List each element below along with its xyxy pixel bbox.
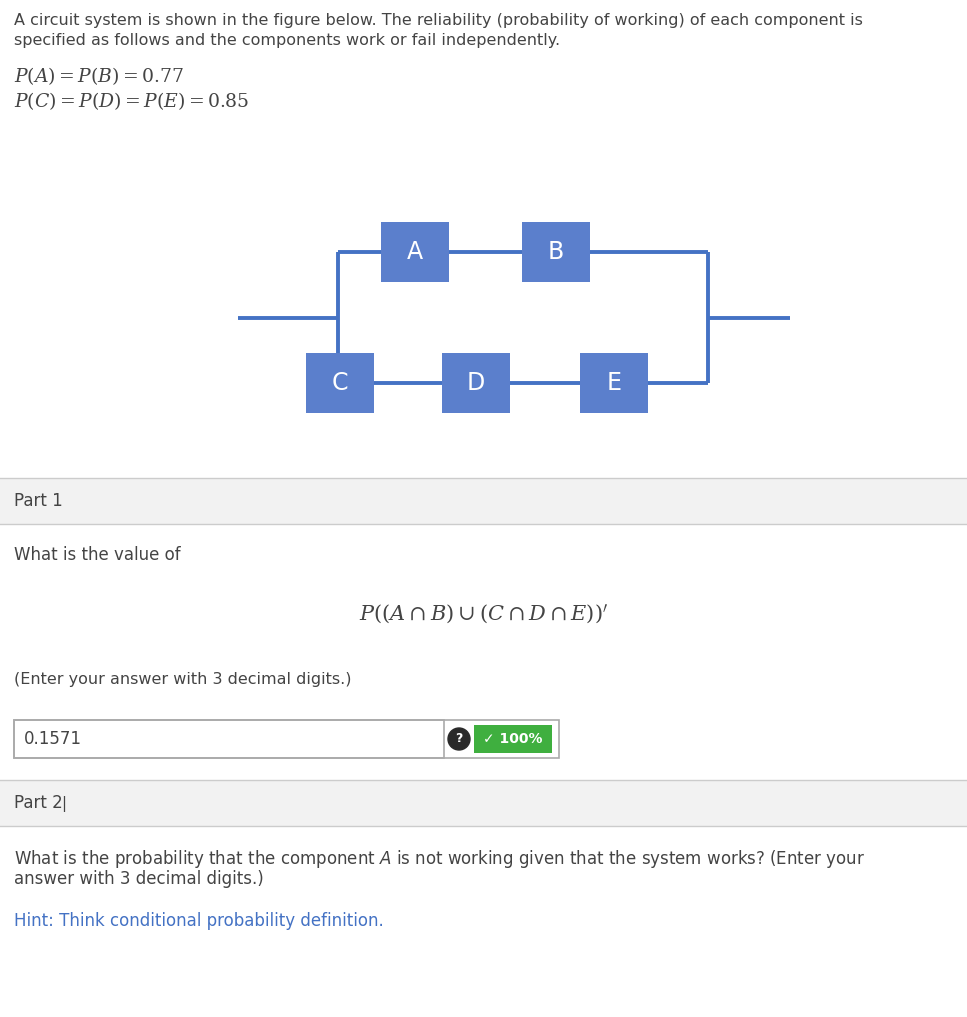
- Bar: [0, 0, 967, 478]
- Text: $P((A\cap B)\cup (C\cap D\cap E))'$: $P((A\cap B)\cup (C\cap D\cap E))'$: [359, 602, 608, 625]
- Circle shape: [448, 728, 470, 750]
- Text: Hint: Think conditional probability definition.: Hint: Think conditional probability defi…: [14, 912, 384, 930]
- Text: A circuit system is shown in the figure below. The reliability (probability of w: A circuit system is shown in the figure …: [14, 13, 863, 28]
- Text: Part 2: Part 2: [14, 794, 63, 812]
- Text: What is the probability that the component $A$ is not working given that the sys: What is the probability that the compone…: [14, 848, 865, 870]
- Text: ?: ?: [455, 732, 462, 745]
- Text: C: C: [332, 371, 348, 395]
- Bar: [14, 720, 559, 758]
- Text: E: E: [606, 371, 622, 395]
- Bar: [0, 780, 967, 826]
- Text: A: A: [407, 240, 424, 264]
- Bar: [381, 222, 449, 282]
- Bar: [580, 353, 648, 413]
- Text: |: |: [61, 796, 66, 812]
- Text: 0.1571: 0.1571: [24, 730, 82, 747]
- Bar: [474, 725, 552, 753]
- Text: specified as follows and the components work or fail independently.: specified as follows and the components …: [14, 33, 560, 48]
- Text: ✓ 100%: ✓ 100%: [484, 732, 542, 746]
- Text: (Enter your answer with 3 decimal digits.): (Enter your answer with 3 decimal digits…: [14, 672, 351, 687]
- Bar: [306, 353, 374, 413]
- Text: $P(C) = P(D) = P(E) = 0.85$: $P(C) = P(D) = P(E) = 0.85$: [14, 89, 249, 112]
- Text: Part 1: Part 1: [14, 492, 63, 510]
- Text: B: B: [548, 240, 564, 264]
- Bar: [14, 720, 444, 758]
- Bar: [522, 222, 590, 282]
- Text: What is the value of: What is the value of: [14, 546, 181, 564]
- Text: answer with 3 decimal digits.): answer with 3 decimal digits.): [14, 870, 264, 888]
- Bar: [0, 478, 967, 524]
- Bar: [442, 353, 510, 413]
- Text: D: D: [467, 371, 485, 395]
- Text: $P(A) = P(B) = 0.77$: $P(A) = P(B) = 0.77$: [14, 65, 185, 86]
- Bar: [0, 826, 967, 1017]
